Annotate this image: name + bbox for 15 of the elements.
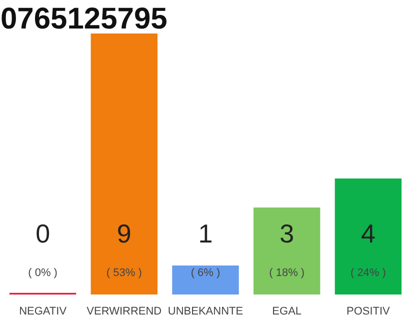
- x-tick-label: POSITIV: [346, 306, 391, 318]
- x-tick-label: NEGATIV: [19, 306, 68, 318]
- chart-title: 0765125795: [0, 2, 168, 36]
- data-label: 4 ( 24% ): [350, 218, 386, 279]
- data-label: 0 ( 0% ): [28, 218, 58, 279]
- data-label: 3 ( 18% ): [269, 218, 305, 279]
- bar: [253, 208, 320, 294]
- data-label: 9 ( 53% ): [106, 218, 142, 279]
- bar: [334, 178, 402, 294]
- bar: [172, 266, 239, 294]
- data-label: 1 ( 6% ): [190, 218, 220, 279]
- x-tick-label: EGAL: [272, 306, 302, 318]
- x-tick-label: VERWIRREND: [86, 306, 162, 318]
- bar: [90, 34, 158, 294]
- x-tick-label: UNBEKANNTE: [168, 306, 244, 318]
